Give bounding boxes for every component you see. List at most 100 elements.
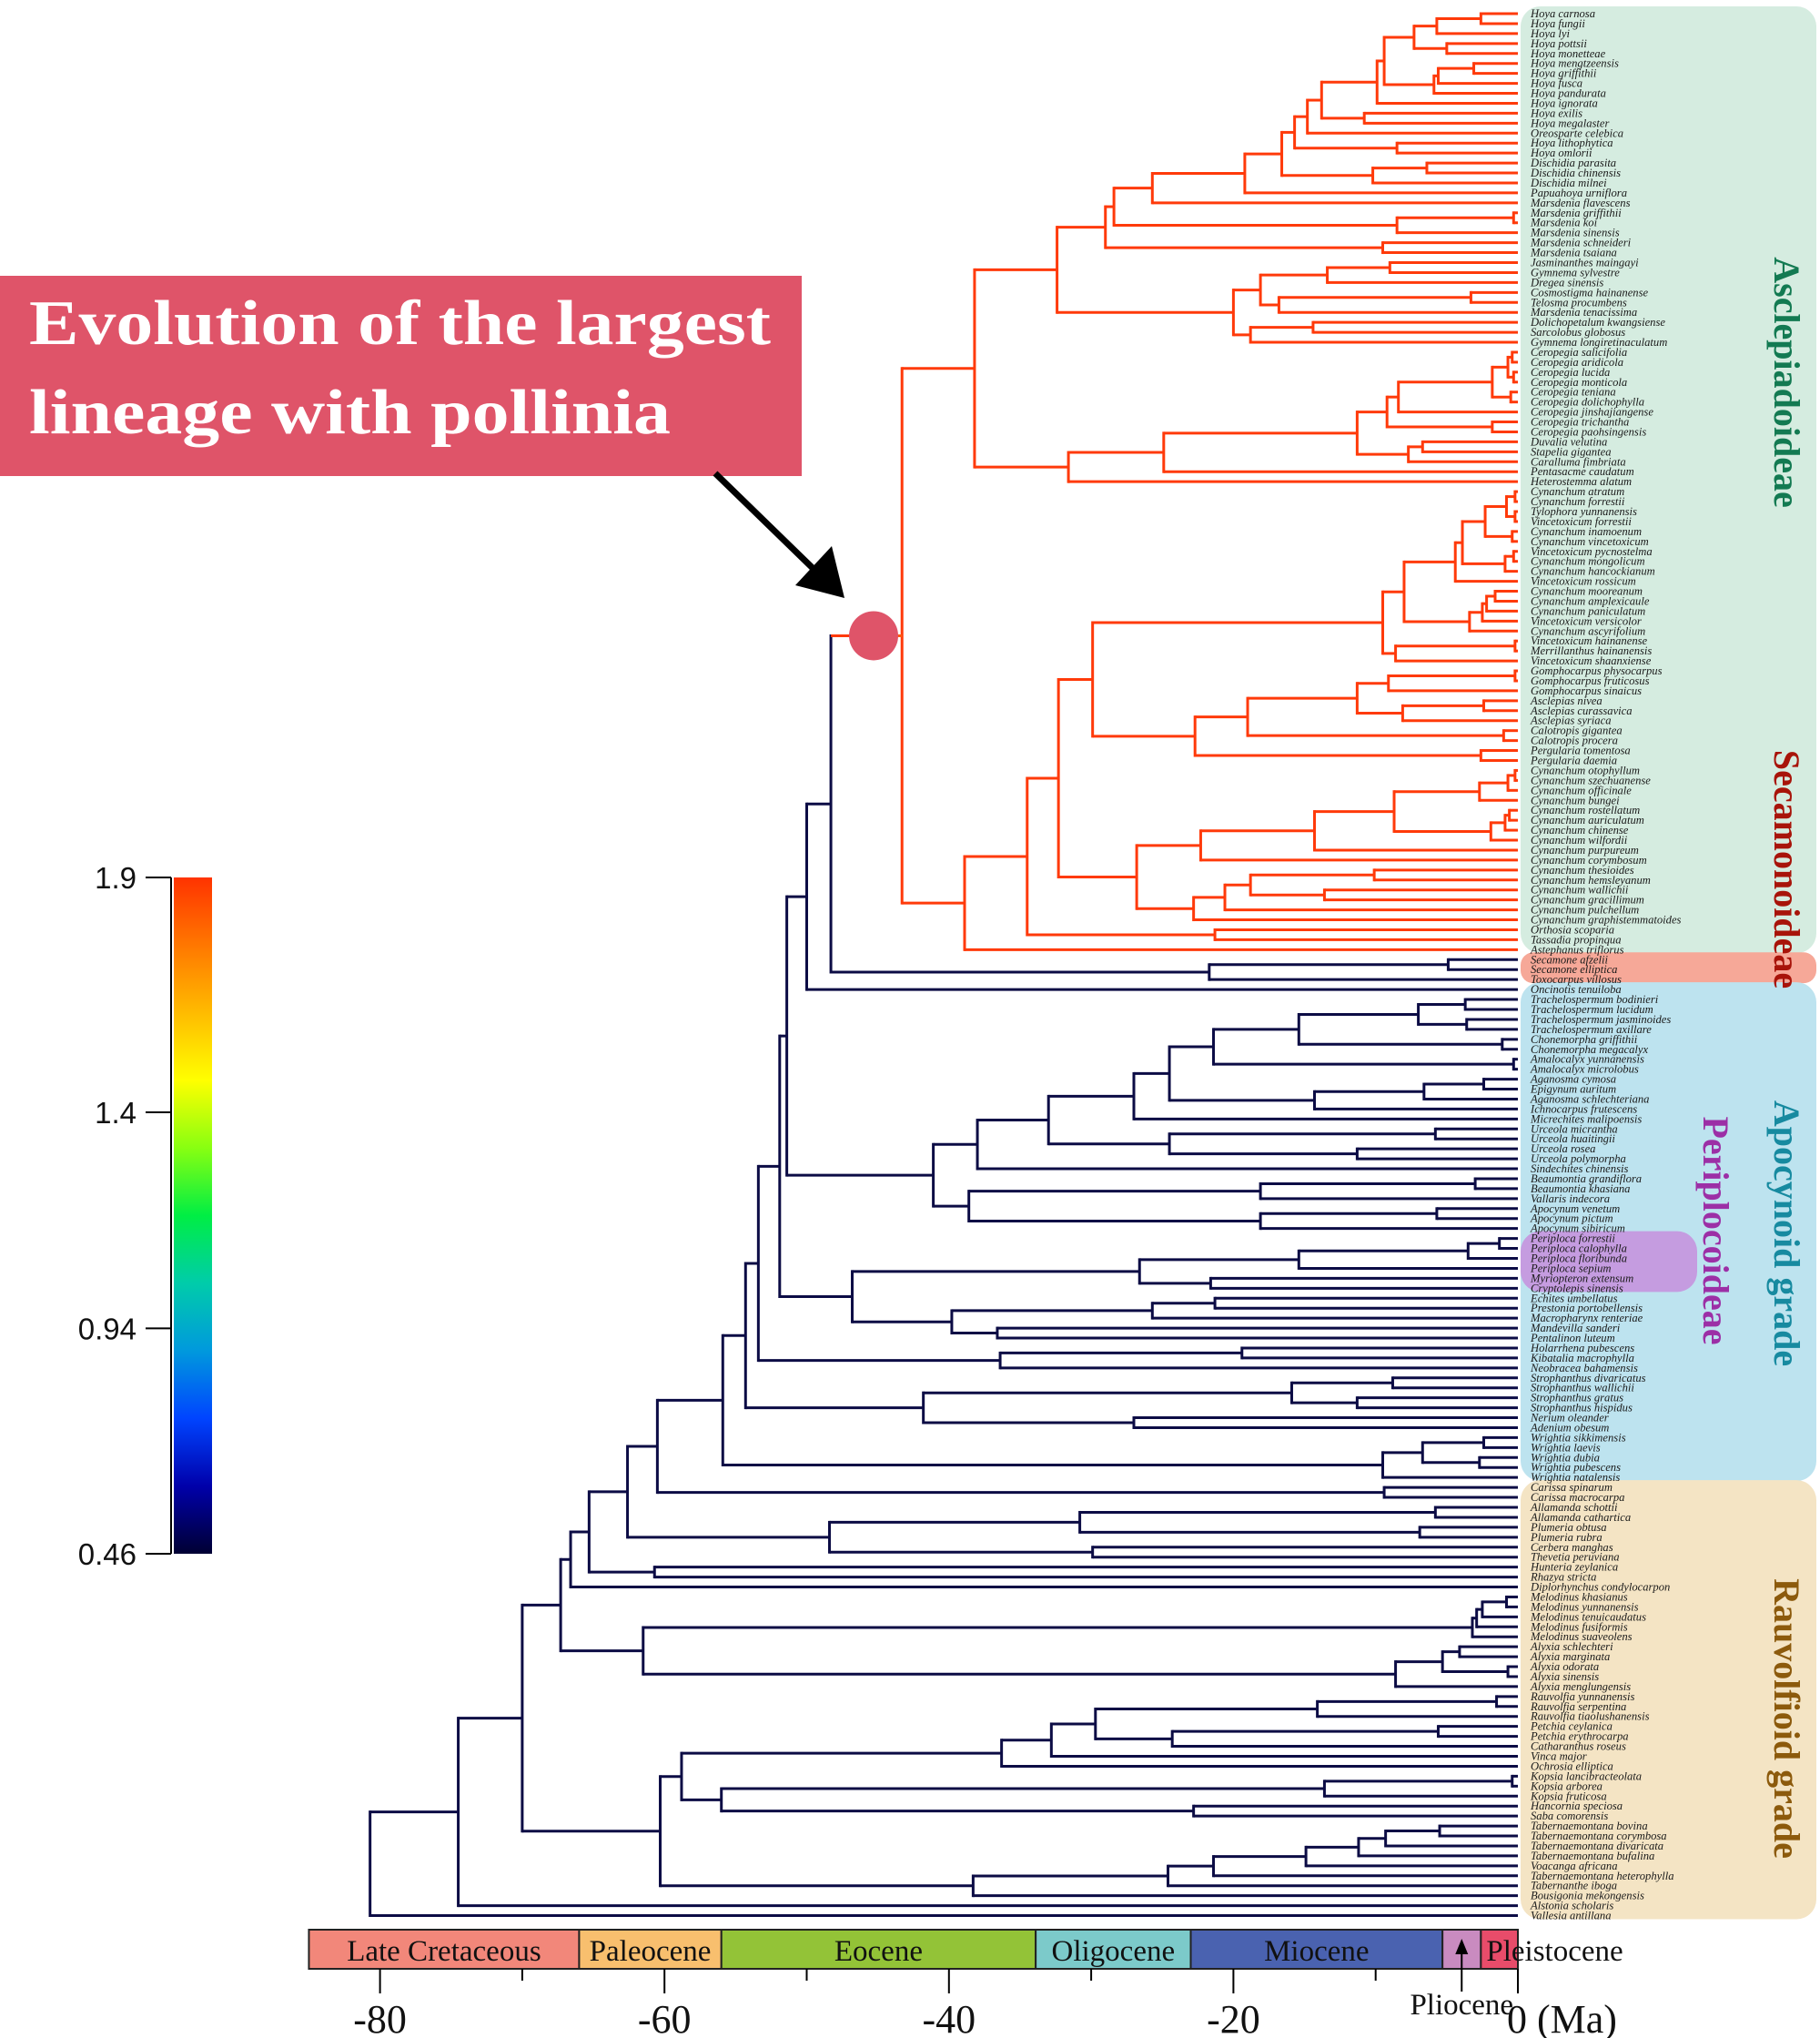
- tip-label: Wrightia pubescens: [1531, 1461, 1621, 1474]
- tip-label: Wrightia sikkimensis: [1531, 1431, 1626, 1444]
- tip-label: Cynanchum wallichii: [1531, 884, 1629, 897]
- tip-label: Micrechites malipoensis: [1530, 1112, 1642, 1125]
- tip-label: Cynanchum hancockianum: [1531, 565, 1655, 578]
- tip-label: Amalocalyx yunnanensis: [1530, 1053, 1644, 1066]
- tip-label: Cynanchum corymbosum: [1531, 854, 1647, 867]
- tip-label: Cynanchum pulchellum: [1531, 904, 1639, 917]
- tip-label: Ceropegia salicifolia: [1531, 346, 1627, 359]
- tip-label: Echites umbellatus: [1530, 1292, 1618, 1304]
- tip-label: Holarrhena pubescens: [1530, 1342, 1634, 1354]
- clade-label-apocynoid-grade: Apocynoid grade: [1766, 1100, 1807, 1366]
- tip-label: Telosma procumbens: [1531, 296, 1627, 309]
- tip-label: Marsdenia flavescens: [1530, 197, 1631, 209]
- tip-label: Cynanchum officinale: [1531, 784, 1632, 796]
- tip-label: Marsdenia tsaiana: [1530, 247, 1617, 259]
- rate-colorbar: 1.9 1.4 0.94 0.46: [78, 861, 212, 1571]
- tip-label: Plumeria rubra: [1530, 1531, 1603, 1544]
- tip-label: Urceola rosea: [1531, 1142, 1595, 1155]
- arrow-up-icon: [1455, 1939, 1469, 1954]
- tip-label: Wrightia laevis: [1531, 1441, 1601, 1454]
- tip-label: Cynanchum atratum: [1531, 485, 1624, 498]
- clade-panel: [1521, 952, 1816, 984]
- tip-label: Hoya monetteae: [1530, 47, 1606, 60]
- tip-label: Marsdenia koi: [1530, 217, 1598, 229]
- tip-label: Vallaris indecora: [1531, 1192, 1610, 1205]
- tip-label: Vincetoxicum forrestii: [1531, 515, 1632, 528]
- tip-label: Trachelospermum bodinieri: [1531, 993, 1659, 1006]
- tip-label: Hoya carnosa: [1530, 7, 1595, 20]
- tip-label: Tabernaemontana heterophylla: [1531, 1870, 1674, 1882]
- highlighted-node-marker: [849, 611, 898, 661]
- tip-label: Kibatalia macrophylla: [1530, 1352, 1634, 1364]
- tip-label: Hoya lyi: [1530, 27, 1571, 40]
- tip-label: Epigynum auritum: [1530, 1083, 1616, 1096]
- axis-tick-label: 0 (Ma): [1507, 1997, 1617, 2038]
- tip-label: Jasminanthes maingayi: [1531, 257, 1639, 269]
- tip-label: Pentasacme caudatum: [1530, 465, 1634, 478]
- tip-label: Ceropegia monticola: [1531, 376, 1627, 389]
- tip-label: Calotropis procera: [1531, 735, 1618, 747]
- tip-label: Hoya fusca: [1530, 77, 1582, 90]
- tip-label: Tassadia propinqua: [1531, 933, 1622, 946]
- tip-label: Ceropegia lucida: [1531, 366, 1610, 379]
- axis-tick-label: -80: [353, 1997, 407, 2038]
- tip-label: Rauvolfia serpentina: [1530, 1700, 1626, 1713]
- title-box: [0, 276, 802, 476]
- tip-label: Hoya exilis: [1530, 106, 1582, 119]
- tip-label: Kopsia lancibracteolata: [1530, 1769, 1642, 1782]
- tip-label: Plumeria obtusa: [1530, 1521, 1607, 1534]
- tip-label: Apocynum venetum: [1530, 1202, 1620, 1215]
- tip-label: Calotropis gigantea: [1531, 725, 1623, 737]
- tip-label: Ceropegia paohsingensis: [1531, 425, 1646, 438]
- tip-label: Kopsia arborea: [1530, 1779, 1603, 1792]
- tip-label: Cynanchum purpureum: [1531, 844, 1639, 857]
- tip-label: Heterostemma alatum: [1530, 475, 1632, 488]
- tip-label: Nerium oleander: [1530, 1412, 1609, 1425]
- tip-label: Prestonia portobellensis: [1530, 1302, 1643, 1314]
- tip-label: Chonemorpha griffithii: [1531, 1033, 1638, 1046]
- tip-label: Aganosma cymosa: [1530, 1073, 1616, 1086]
- tip-label: Amalocalyx microlobus: [1530, 1063, 1639, 1076]
- period-label: Late Cretaceous: [347, 1935, 541, 1968]
- tip-label: Urceola micrantha: [1531, 1122, 1618, 1135]
- clade-label-periplocoideae: Periplocoideae: [1695, 1116, 1736, 1344]
- axis-tick-label: -60: [638, 1997, 692, 2038]
- tip-label: Cynanchum graphistemmatoides: [1531, 914, 1682, 927]
- tip-label: Ceropegia trichantha: [1531, 416, 1629, 429]
- colorbar-gradient: [174, 877, 212, 1554]
- tip-label: Cynanchum otophyllum: [1531, 764, 1640, 776]
- tip-label: Pentalinon luteum: [1530, 1332, 1615, 1344]
- tip-label: Myriopteron extensum: [1530, 1272, 1633, 1284]
- tip-label: Marsdenia schneideri: [1530, 237, 1632, 249]
- tip-label: Marsdenia griffithii: [1530, 207, 1622, 219]
- period-paleocene: [578, 1929, 723, 1970]
- tip-label: Dischidia milnei: [1530, 177, 1607, 189]
- tip-label: Apocynum pictum: [1530, 1212, 1613, 1225]
- tip-label: Marsdenia sinensis: [1530, 227, 1620, 239]
- tip-label: Cynanchum rostellatum: [1531, 804, 1640, 816]
- tip-label: Wrightia natalensis: [1531, 1471, 1620, 1484]
- tip-label: Vincetoxicum pycnostelma: [1531, 545, 1653, 558]
- tip-label: Saba comorensis: [1531, 1810, 1608, 1822]
- tree-branches: [369, 12, 1518, 1918]
- clade-label-rauvolfioid-grade: Rauvolfioid grade: [1766, 1578, 1807, 1859]
- tip-label: Hoya pandurata: [1530, 87, 1606, 100]
- tip-label: Allamanda cathartica: [1530, 1511, 1631, 1524]
- tip-label: Cynanchum bungei: [1531, 794, 1620, 806]
- tip-label: Strophanthus wallichii: [1531, 1382, 1634, 1394]
- tip-label: Cynanchum szechuanense: [1531, 774, 1651, 786]
- tip-label: Hancornia speciosa: [1530, 1800, 1623, 1812]
- tip-label: Secamone elliptica: [1531, 963, 1617, 976]
- tip-label: Trachelospermum jasminoides: [1531, 1013, 1671, 1026]
- tip-label: Merrillanthus hainanensis: [1530, 644, 1652, 657]
- tip-label: Beaumontia grandiflora: [1531, 1172, 1642, 1185]
- tip-label: Alyxia sinensis: [1530, 1670, 1599, 1683]
- tip-label: Strophanthus hispidus: [1531, 1402, 1633, 1414]
- tip-label: Carissa spinarum: [1531, 1481, 1613, 1494]
- period-label: Oligocene: [1052, 1935, 1176, 1968]
- period-label: Paleocene: [590, 1935, 712, 1968]
- tip-label: Strophanthus gratus: [1531, 1392, 1623, 1404]
- tip-label: Gomphocarpus physocarpus: [1531, 664, 1663, 677]
- tip-label: Neobracea bahamensis: [1530, 1362, 1638, 1374]
